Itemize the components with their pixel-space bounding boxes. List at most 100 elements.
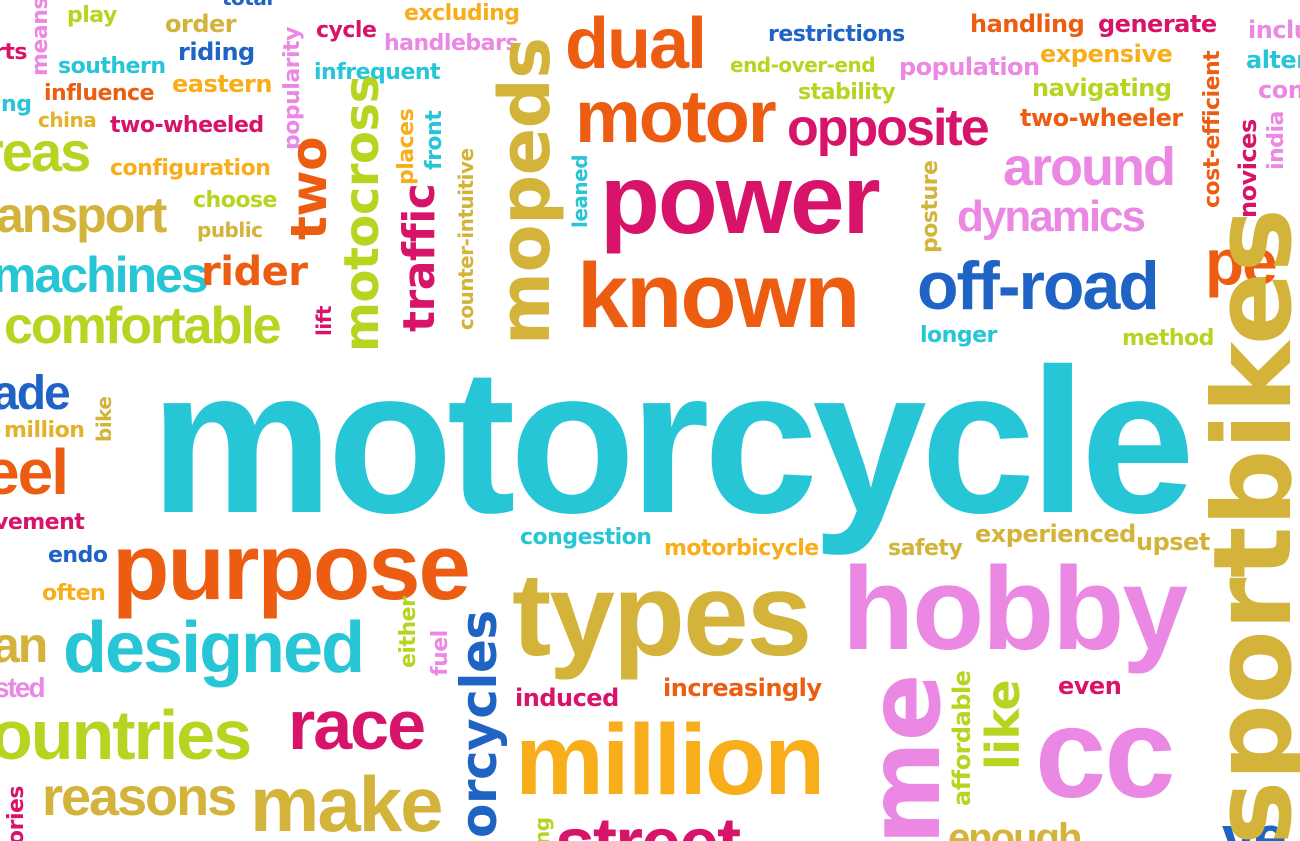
word-safety: safety bbox=[888, 536, 963, 561]
word-experienced: experienced bbox=[975, 520, 1136, 548]
word-vement: vement bbox=[0, 510, 85, 535]
word-play: play bbox=[67, 3, 117, 28]
word-types: types bbox=[512, 549, 812, 681]
word-congestion: congestion bbox=[520, 525, 652, 550]
word-excluding: excluding bbox=[404, 1, 520, 26]
word-eastern: eastern bbox=[172, 70, 272, 98]
word-restrictions: restrictions bbox=[768, 22, 905, 47]
word-comfortable: comfortable bbox=[4, 297, 282, 355]
word-purpose: purpose bbox=[112, 514, 471, 619]
word-motocross: motocross bbox=[334, 75, 390, 352]
word-stability: stability bbox=[798, 80, 896, 105]
word-machines: machines bbox=[0, 247, 209, 303]
word-either: either bbox=[396, 596, 421, 668]
word-public: public bbox=[197, 218, 263, 242]
word-cycle: cycle bbox=[316, 18, 377, 43]
word-hobby: hobby bbox=[842, 543, 1188, 675]
word-motor: motor bbox=[575, 75, 777, 158]
word-total: total bbox=[222, 0, 273, 8]
word-mopeds: mopeds bbox=[484, 37, 566, 345]
word-affordable: affordable bbox=[948, 670, 976, 806]
word-configuration: configuration bbox=[110, 156, 271, 181]
word-eel: eel bbox=[0, 436, 69, 508]
word-upset: upset bbox=[1136, 528, 1210, 556]
word-posture: posture bbox=[918, 160, 943, 253]
word-enough: enough bbox=[948, 816, 1082, 841]
word-generate: generate bbox=[1098, 10, 1217, 38]
word-around: around bbox=[1003, 137, 1176, 197]
word-lift: lift bbox=[312, 306, 336, 336]
word-race: race bbox=[288, 686, 426, 764]
word-designed: designed bbox=[63, 608, 365, 688]
word-influence: influence bbox=[44, 81, 155, 106]
word-fuel: fuel bbox=[428, 630, 453, 676]
word-traffic: traffic bbox=[394, 183, 445, 332]
word-handling: handling bbox=[970, 10, 1085, 38]
word-ng: ng bbox=[530, 817, 554, 841]
word-power: power bbox=[600, 144, 881, 254]
word-reas: reas bbox=[0, 120, 91, 183]
word-cost-efficient: cost-efficient bbox=[1200, 50, 1225, 208]
word-navigating: navigating bbox=[1032, 74, 1172, 102]
word-handlebars: handlebars bbox=[384, 31, 518, 56]
word-ve: ve bbox=[1222, 804, 1287, 841]
word-ountries: ountries bbox=[0, 696, 252, 774]
word-off-road: off-road bbox=[917, 248, 1160, 324]
word-reasons: reasons bbox=[42, 767, 237, 827]
word-motorcycle: motorcycle bbox=[150, 326, 1195, 556]
word-two-wheeler: two-wheeler bbox=[1020, 104, 1183, 132]
word-cc: cc bbox=[1035, 682, 1175, 825]
word-counter-intuitive: counter-intuitive bbox=[454, 148, 478, 330]
word-street: street bbox=[555, 808, 741, 841]
word-ansport: ansport bbox=[0, 187, 167, 243]
word-opposite: opposite bbox=[787, 99, 990, 157]
word-pe: pe bbox=[1205, 226, 1278, 298]
word-like: like bbox=[976, 679, 1030, 770]
word-sportbikes: sportbikes bbox=[1191, 208, 1300, 841]
word-dynamics: dynamics bbox=[957, 192, 1146, 241]
word-method: method bbox=[1122, 326, 1214, 351]
word-two: two bbox=[280, 137, 338, 240]
word-longer: longer bbox=[920, 323, 997, 348]
word-means: means bbox=[28, 0, 53, 76]
word-sted: sted bbox=[0, 672, 46, 703]
word-two-wheeled: two-wheeled bbox=[110, 113, 264, 138]
word-orcycles: orcycles bbox=[450, 610, 508, 838]
word-constr: constr bbox=[1258, 76, 1300, 104]
word-places: places bbox=[394, 108, 419, 185]
word-motorbicycle: motorbicycle bbox=[664, 536, 819, 561]
word-make: make bbox=[250, 760, 443, 841]
word-dual: dual bbox=[565, 4, 707, 84]
word-induced: induced bbox=[515, 684, 619, 712]
word-increasingly: increasingly bbox=[663, 674, 822, 702]
word-million-big: million bbox=[515, 704, 825, 816]
word-choose: choose bbox=[193, 188, 277, 213]
word-riding: riding bbox=[178, 38, 255, 66]
word-expensive: expensive bbox=[1040, 40, 1173, 68]
word-me: me bbox=[846, 673, 963, 841]
word-front: front bbox=[422, 110, 447, 170]
word-bike: bike bbox=[92, 396, 116, 443]
word-ories: ories bbox=[4, 785, 29, 841]
word-ing: ing bbox=[0, 92, 32, 117]
word-ade: ade bbox=[0, 367, 71, 420]
word-novices: novices bbox=[1234, 119, 1262, 218]
word-infrequent: infrequent bbox=[314, 60, 441, 85]
word-india: india bbox=[1264, 111, 1289, 170]
word-endo: endo bbox=[48, 543, 108, 568]
word-popularity: popularity bbox=[280, 27, 305, 150]
word-an: an bbox=[0, 617, 48, 673]
word-even: even bbox=[1058, 672, 1122, 700]
word-population: population bbox=[899, 53, 1040, 81]
word-end-over-end: end-over-end bbox=[730, 53, 876, 77]
word-rts: rts bbox=[0, 40, 27, 65]
word-inclu: inclu bbox=[1248, 16, 1300, 44]
word-rider: rider bbox=[201, 249, 308, 295]
word-often: often bbox=[42, 581, 106, 606]
word-million-small: million bbox=[4, 418, 85, 443]
word-alter: alter bbox=[1246, 46, 1300, 74]
word-china: china bbox=[38, 108, 97, 132]
word-southern: southern bbox=[58, 54, 166, 79]
word-known: known bbox=[577, 245, 860, 347]
